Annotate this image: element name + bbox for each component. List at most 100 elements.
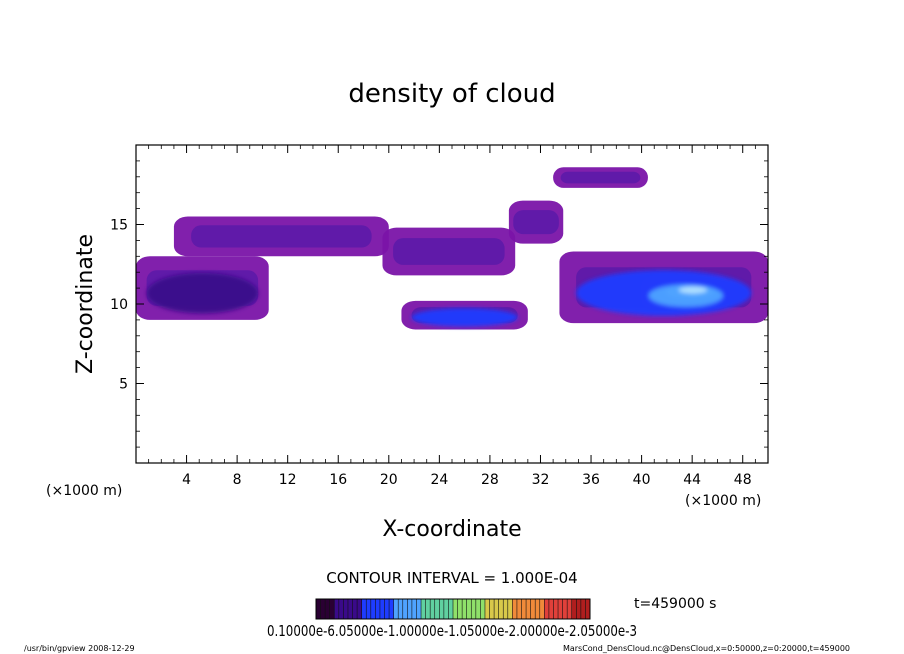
y-axis-label: Z-coordinate [73, 234, 98, 374]
x-tick-label: 24 [430, 472, 448, 488]
cloud-region-inner [513, 210, 559, 235]
colorbar-segment [512, 599, 518, 619]
colorbar-segment [585, 599, 591, 619]
colorbar-segment [370, 599, 376, 619]
y-axis-ticks: 5 10 15 [110, 160, 768, 448]
colorbar-frame [315, 598, 591, 620]
colorbar-segment [489, 599, 495, 619]
colorbar-segment [338, 599, 344, 619]
colorbar-segment [516, 599, 522, 619]
colorbar-segment [526, 599, 532, 619]
colorbar-segment [558, 599, 564, 619]
x-axis-ticks: 4 8 12 16 20 24 28 32 36 40 44 48 [148, 145, 756, 488]
colorbar-segment [466, 599, 472, 619]
colorbar-segment [434, 599, 440, 619]
colorbar-segment [430, 599, 436, 619]
y-tick-label: 10 [110, 297, 128, 313]
x-tick-label: 8 [233, 472, 242, 488]
colorbar-segment [453, 599, 459, 619]
colorbar-segment [421, 599, 427, 619]
colorbar-segment [411, 599, 417, 619]
footer-left: /usr/bin/gpview 2008-12-29 [24, 644, 135, 653]
colorbar-segment [484, 599, 491, 619]
colorbar-segment [329, 599, 335, 619]
colorbar-segment [334, 599, 340, 619]
colorbar-segment [375, 599, 381, 619]
colorbar-segment [316, 599, 322, 619]
cloud-region [382, 227, 516, 276]
colorbar-segment [457, 599, 463, 619]
cloud-region-inner [191, 225, 372, 248]
colorbar-segment [462, 599, 468, 619]
x-tick-label: 4 [182, 472, 191, 488]
colorbar-segment [544, 599, 550, 619]
colorbar-segment [379, 599, 385, 619]
colorbar-segment [494, 599, 500, 619]
colorbar-segment [357, 599, 363, 619]
cloud-core-blob [146, 272, 259, 314]
x-tick-label: 28 [481, 472, 499, 488]
colorbar-segment [384, 599, 390, 619]
time-label: t=459000 s [634, 596, 716, 612]
x-tick-label: 36 [582, 472, 600, 488]
colorbar-segment [530, 599, 536, 619]
colorbar-segment [416, 599, 422, 619]
colorbar-segment [521, 599, 527, 619]
x-tick-label: 20 [380, 472, 398, 488]
cloud-region [508, 200, 564, 244]
colorbar-segment [425, 599, 431, 619]
colorbar-segment [320, 599, 326, 619]
colorbar-segment [498, 599, 504, 619]
colorbar-segment [352, 599, 358, 619]
contour-interval-label: CONTOUR INTERVAL = 1.000E-04 [326, 569, 577, 587]
x-tick-label: 32 [532, 472, 550, 488]
x-tick-label: 48 [734, 472, 752, 488]
colorbar-segment [389, 599, 395, 619]
colorbar-segment [535, 599, 541, 619]
colorbar-segment [580, 599, 586, 619]
cloud-core-layer [146, 270, 752, 327]
cloud-core-blob [411, 308, 518, 327]
colorbar-segment [343, 599, 349, 619]
x-axis-label: X-coordinate [382, 517, 521, 542]
cloud-region [173, 216, 389, 257]
x-tick-label: 12 [279, 472, 297, 488]
colorbar-segment [553, 599, 559, 619]
colorbar-segment [562, 599, 568, 619]
colorbar-segment [503, 599, 509, 619]
colorbar-segment [393, 599, 399, 619]
x-tick-label: 16 [329, 472, 347, 488]
colorbar-segment [576, 599, 582, 619]
chart-title: density of cloud [348, 79, 555, 109]
footer-right: MarsCond_DensCloud.nc@DensCloud,x=0:5000… [563, 644, 850, 653]
cloud-region-inner [560, 171, 641, 184]
colorbar-segment [325, 599, 331, 619]
colorbar-segment [475, 599, 481, 619]
colorbar-segment [567, 599, 573, 619]
colorbar-segment [480, 599, 486, 619]
y-tick-label: 5 [119, 377, 128, 393]
colorbar-segment [407, 599, 413, 619]
colorbar [315, 599, 591, 619]
colorbar-segment [571, 599, 577, 619]
colorbar-segment [361, 599, 367, 619]
cloud-density-field [136, 167, 768, 330]
colorbar-segment [471, 599, 477, 619]
colorbar-tick-labels: 0.10000e-6.05000e-1.00000e-1.05000e-2.00… [267, 622, 637, 640]
colorbar-segment [443, 599, 449, 619]
colorbar-segment [548, 599, 554, 619]
colorbar-segment [398, 599, 404, 619]
x-tick-label: 44 [683, 472, 701, 488]
colorbar-segment [448, 599, 454, 619]
colorbar-segment [539, 599, 545, 619]
cloud-region [553, 167, 648, 188]
colorbar-segment [402, 599, 408, 619]
colorbar-segment [366, 599, 372, 619]
x-unit-right: (×1000 m) [685, 493, 761, 509]
y-tick-label: 15 [110, 218, 128, 234]
colorbar-segment [347, 599, 354, 619]
colorbar-segment [507, 599, 513, 619]
colorbar-segment [439, 599, 445, 619]
x-tick-label: 40 [633, 472, 651, 488]
